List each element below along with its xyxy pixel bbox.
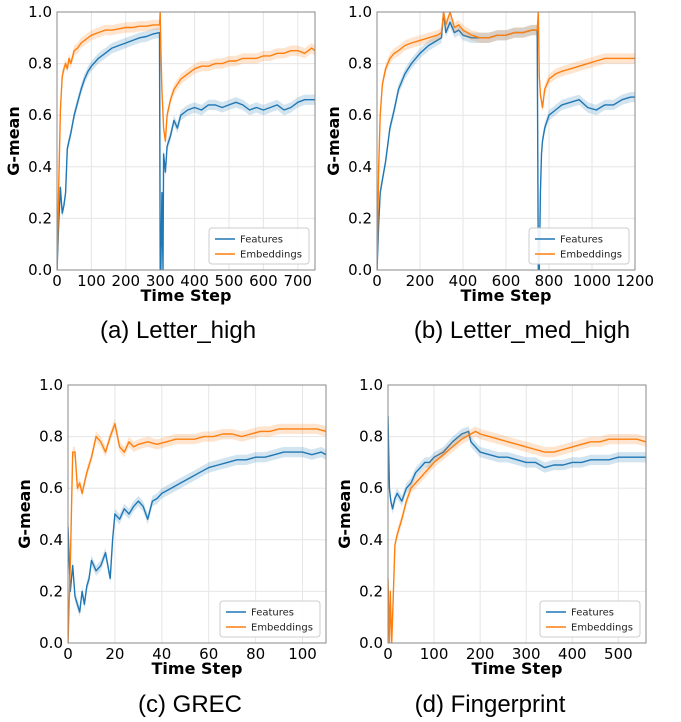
chart-2: 0 20 40 60 80 100 0.0 0.2 0.4 0.6 0.8 1.0 Time Step G… [15, 376, 327, 718]
x-tick-label: 500 [215, 272, 244, 290]
series-band-features [388, 410, 646, 514]
y-axis-label: G-mean [335, 479, 354, 548]
legend-label-embeddings: Embeddings [560, 250, 622, 261]
x-tick-label: 800 [535, 272, 564, 290]
x-tick-label: 300 [146, 272, 175, 290]
plot-frame [376, 11, 636, 271]
chart-0: 0 100 200 300 400 500 600 700 0.0 0.2 0.4 0.6 0.8 1.0… [4, 3, 316, 344]
x-tick-label: 200 [466, 645, 495, 663]
x-tick-label: 1000 [573, 272, 611, 290]
y-tick-label: 0.8 [39, 428, 63, 446]
legend-label-embeddings: Embeddings [571, 623, 633, 634]
x-axis-label: Time Step [152, 659, 243, 678]
plot-frame [56, 11, 316, 271]
x-tick-label: 600 [492, 272, 521, 290]
x-tick-label: 300 [512, 645, 541, 663]
series-line-embeddings [388, 430, 646, 643]
y-tick-label: 1.0 [359, 376, 383, 394]
y-tick-label: 0.6 [359, 479, 383, 497]
x-tick-label: 100 [288, 645, 317, 663]
y-tick-label: 0.8 [359, 428, 383, 446]
x-tick-label: 20 [105, 645, 124, 663]
x-tick-label: 200 [406, 272, 435, 290]
chart-caption: (a) Letter_high [100, 317, 256, 344]
series-line-embeddings [377, 12, 635, 270]
legend-label-features: Features [560, 235, 603, 246]
legend-box [539, 600, 641, 638]
x-tick-label: 60 [199, 645, 218, 663]
chart-caption: (b) Letter_med_high [414, 317, 630, 344]
x-tick-label: 100 [420, 645, 449, 663]
y-tick-label: 0.6 [39, 479, 63, 497]
x-tick-label: 80 [246, 645, 265, 663]
x-tick-label: 100 [77, 272, 106, 290]
legend-label-embeddings: Embeddings [251, 623, 313, 634]
legend-label-features: Features [240, 235, 283, 246]
x-tick-label: 0 [52, 272, 62, 290]
chart-caption: (d) Fingerprint [415, 691, 566, 718]
series-band-embeddings [57, 12, 315, 270]
x-tick-label: 0 [383, 645, 393, 663]
y-tick-label: 1.0 [39, 376, 63, 394]
x-tick-label: 400 [180, 272, 209, 290]
y-tick-label: 1.0 [348, 3, 372, 21]
series-line-features [57, 31, 315, 270]
x-tick-label: 400 [558, 645, 587, 663]
y-tick-label: 0.2 [28, 209, 52, 227]
y-tick-label: 0.2 [359, 582, 383, 600]
plot-frame [67, 384, 327, 644]
y-tick-label: 0.6 [28, 106, 52, 124]
legend-label-features: Features [251, 608, 294, 619]
legend-label-features: Features [571, 608, 614, 619]
series-line-embeddings [57, 12, 315, 270]
chart-3: 0 100 200 300 400 500 0.0 0.2 0.4 0.6 0.8 1.0 Time S… [335, 376, 647, 718]
y-tick-label: 0.4 [28, 158, 52, 176]
x-axis-label: Time Step [472, 659, 563, 678]
x-tick-label: 600 [249, 272, 278, 290]
y-tick-label: 0.4 [348, 158, 372, 176]
series-line-features [388, 415, 646, 510]
y-axis-label: G-mean [4, 106, 23, 175]
x-tick-label: 40 [152, 645, 171, 663]
x-tick-label: 0 [372, 272, 382, 290]
x-axis-label: Time Step [461, 286, 552, 305]
y-axis-label: G-mean [15, 479, 34, 548]
y-tick-label: 0.4 [359, 531, 383, 549]
x-tick-label: 1200 [616, 272, 654, 290]
y-tick-label: 0.6 [348, 106, 372, 124]
y-tick-label: 0.0 [348, 261, 372, 279]
x-tick-label: 700 [283, 272, 312, 290]
x-tick-label: 500 [604, 645, 633, 663]
y-tick-label: 0.0 [359, 634, 383, 652]
x-tick-label: 0 [63, 645, 73, 663]
chart-1: 0 200 400 600 800 1000 1200 0.0 0.2 0.4 0.6 0.8 1.0 T… [324, 3, 654, 344]
x-tick-label: 400 [449, 272, 478, 290]
y-tick-label: 0.2 [39, 582, 63, 600]
y-tick-label: 0.8 [348, 55, 372, 73]
series-line-embeddings [68, 423, 326, 643]
y-tick-label: 0.8 [28, 55, 52, 73]
legend-box [208, 227, 310, 265]
legend-label-embeddings: Embeddings [240, 250, 302, 261]
legend-box [528, 227, 630, 265]
y-tick-label: 0.0 [39, 634, 63, 652]
legend-box [219, 600, 321, 638]
x-tick-label: 200 [111, 272, 140, 290]
y-tick-label: 0.2 [348, 209, 372, 227]
y-tick-label: 0.4 [39, 531, 63, 549]
plot-frame [387, 384, 647, 644]
x-axis-label: Time Step [141, 286, 232, 305]
y-tick-label: 1.0 [28, 3, 52, 21]
y-tick-label: 0.0 [28, 261, 52, 279]
series-line-features [68, 451, 326, 613]
chart-caption: (c) GREC [138, 691, 242, 718]
y-axis-label: G-mean [324, 106, 343, 175]
